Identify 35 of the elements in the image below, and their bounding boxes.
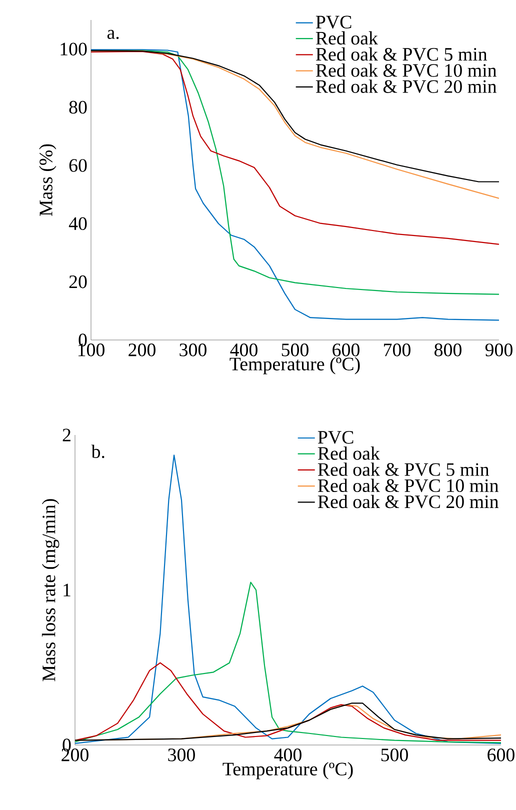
legend-label: Red oak & PVC 5 min xyxy=(318,462,490,476)
x-tick-label: 200 xyxy=(128,344,156,356)
y-tick-label: 40 xyxy=(68,217,87,230)
legend-label: Red oak & PVC 20 min xyxy=(316,80,497,94)
legend-label: PVC xyxy=(318,430,354,444)
y-tick-label: 80 xyxy=(69,100,87,114)
y-tick-label: 20 xyxy=(69,275,87,288)
legend-label: Red oak & PVC 10 min xyxy=(316,64,497,77)
y-tick-label: 100 xyxy=(60,42,87,56)
legend-label: Red oak & PVC 10 min xyxy=(318,478,499,492)
x-tick-label: 400 xyxy=(274,748,302,762)
legend-label: Red oak & PVC 5 min xyxy=(316,47,488,61)
x-tick-label: 800 xyxy=(434,344,462,356)
y-axis-title: Mass (%) xyxy=(39,144,56,216)
x-tick-label: 600 xyxy=(488,748,514,762)
x-axis-title: Temperature (ºC) xyxy=(230,357,360,374)
y-tick-label: 60 xyxy=(69,159,87,172)
y-axis-title: Mass loss rate (mg/min) xyxy=(42,499,60,682)
legend-label: Red oak & PVC 20 min xyxy=(318,494,499,508)
y-tick-label: 2 xyxy=(62,428,70,442)
legend-label: PVC xyxy=(316,16,352,29)
x-tick-label: 500 xyxy=(282,344,308,356)
y-tick-label: 1 xyxy=(64,584,70,596)
x-tick-label: 900 xyxy=(485,344,512,356)
x-tick-label: 400 xyxy=(230,344,258,356)
x-tick-label: 600 xyxy=(332,344,360,356)
x-tick-label: 700 xyxy=(384,344,410,356)
annotation: a. xyxy=(107,30,119,40)
x-axis-title: Temperature (ºC) xyxy=(222,762,353,780)
legend-label: Red oak xyxy=(318,446,380,460)
x-tick-label: 300 xyxy=(180,344,206,356)
x-tick-label: 500 xyxy=(381,748,408,762)
annotation: b. xyxy=(91,444,104,458)
x-tick-label: 300 xyxy=(168,748,195,762)
legend-label: Red oak xyxy=(316,31,378,45)
